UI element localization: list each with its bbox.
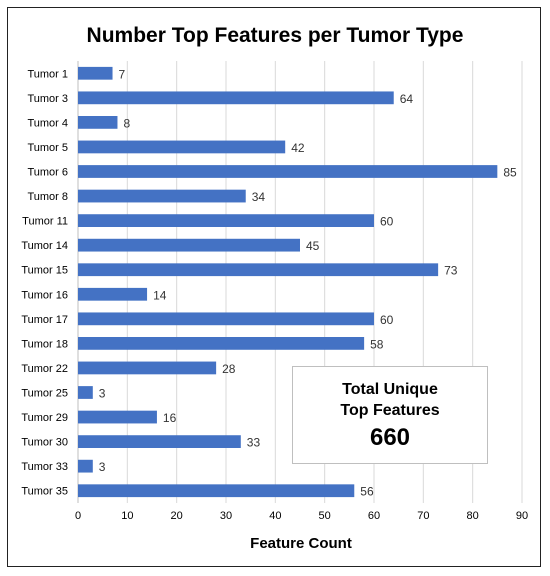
category-label: Tumor 11 — [22, 216, 68, 228]
bar — [78, 66, 113, 80]
x-tick-label: 70 — [417, 510, 429, 522]
x-tick-label: 50 — [319, 510, 331, 522]
category-label: Tumor 35 — [21, 486, 68, 498]
x-tick-label: 0 — [75, 510, 81, 522]
bar — [78, 214, 374, 227]
category-label: Tumor 4 — [27, 117, 68, 129]
bar — [78, 435, 241, 448]
bar — [78, 312, 374, 326]
data-label: 8 — [123, 116, 130, 130]
chart-title: Number Top Features per Tumor Type — [87, 24, 464, 47]
x-tick-label: 90 — [516, 510, 528, 522]
total-annotation-box: Total Unique Top Features 660 — [292, 366, 488, 464]
category-label: Tumor 16 — [21, 289, 68, 301]
total-annotation-label: Total Unique Top Features — [340, 381, 440, 419]
data-label: 3 — [99, 387, 106, 401]
data-label: 64 — [400, 92, 414, 106]
bar — [78, 238, 300, 252]
x-tick-labels: 0 10 20 30 40 50 60 70 80 90 — [75, 510, 528, 522]
data-label: 3 — [99, 460, 106, 474]
data-label: 28 — [222, 362, 236, 376]
bar — [78, 337, 365, 350]
category-label: Tumor 6 — [27, 167, 68, 179]
data-label: 45 — [306, 239, 320, 253]
category-label: Tumor 30 — [21, 437, 68, 449]
data-label: 85 — [503, 166, 517, 180]
bar — [78, 287, 148, 301]
data-label: 42 — [291, 141, 305, 155]
x-tick-label: 10 — [121, 510, 133, 522]
bars — [78, 66, 498, 498]
category-label: Tumor 15 — [21, 265, 68, 277]
x-tick-label: 40 — [269, 510, 281, 522]
bar — [78, 484, 355, 498]
data-label: 60 — [380, 313, 394, 327]
data-label: 34 — [252, 190, 266, 204]
bar — [78, 386, 93, 399]
category-label: Tumor 1 — [27, 68, 68, 80]
bar — [78, 91, 394, 105]
bar — [78, 459, 93, 473]
bar — [78, 189, 246, 203]
x-tick-label: 80 — [467, 510, 479, 522]
bar — [78, 116, 118, 129]
x-tick-label: 60 — [368, 510, 380, 522]
data-label: 56 — [360, 485, 374, 499]
data-label: 14 — [153, 288, 167, 302]
category-label: Tumor 8 — [27, 191, 68, 203]
category-label: Tumor 5 — [27, 142, 68, 154]
category-labels: Tumor 1 Tumor 3 Tumor 4 Tumor 5 Tumor 6 Tumor… — [21, 68, 68, 497]
data-label: 60 — [380, 215, 394, 229]
data-label: 58 — [370, 337, 384, 351]
category-label: Tumor 14 — [21, 240, 68, 252]
bar — [78, 361, 217, 375]
bar — [78, 263, 439, 277]
bar — [78, 410, 157, 424]
data-label: 7 — [119, 67, 126, 81]
category-label: Tumor 22 — [21, 363, 68, 375]
data-label: 73 — [444, 264, 458, 278]
category-label: Tumor 29 — [21, 412, 68, 424]
data-label: 33 — [247, 436, 261, 450]
x-tick-label: 20 — [171, 510, 183, 522]
category-label: Tumor 18 — [21, 338, 68, 350]
x-axis-label: Feature Count — [250, 535, 352, 552]
category-label: Tumor 17 — [21, 314, 68, 326]
data-label: 16 — [163, 411, 177, 425]
bar — [78, 165, 498, 178]
total-annotation-value: 660 — [369, 424, 411, 451]
category-label: Tumor 33 — [21, 461, 68, 473]
category-label: Tumor 25 — [21, 388, 68, 400]
bar — [78, 140, 286, 154]
category-label: Tumor 3 — [27, 93, 68, 105]
x-tick-label: 30 — [220, 510, 232, 522]
